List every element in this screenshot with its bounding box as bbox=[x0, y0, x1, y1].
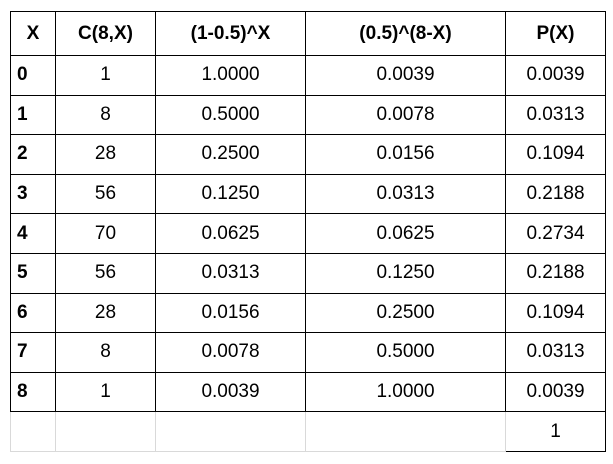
header-cell: C(8,X) bbox=[55, 11, 156, 56]
data-row: 2 28 0.2500 0.0156 0.1094 bbox=[10, 134, 606, 175]
cell: 70 bbox=[55, 213, 156, 254]
cell: 0.0313 bbox=[505, 94, 606, 136]
cell: 0.0625 bbox=[305, 213, 506, 254]
cell: 5 bbox=[10, 252, 56, 294]
total-cell: 1 bbox=[505, 411, 606, 453]
cell: 1 bbox=[10, 94, 56, 136]
cell: 1.0000 bbox=[305, 371, 506, 413]
cell: 1 bbox=[55, 371, 156, 413]
cell: 7 bbox=[10, 332, 56, 373]
cell: 0.0156 bbox=[155, 292, 306, 334]
empty-cell bbox=[305, 411, 506, 453]
cell: 56 bbox=[55, 252, 156, 294]
data-row: 7 8 0.0078 0.5000 0.0313 bbox=[10, 332, 606, 373]
data-row: 8 1 0.0039 1.0000 0.0039 bbox=[10, 371, 606, 413]
cell: 3 bbox=[10, 173, 56, 215]
cell: 1.0000 bbox=[155, 55, 306, 96]
cell: 0.2188 bbox=[505, 173, 606, 215]
data-row: 5 56 0.0313 0.1250 0.2188 bbox=[10, 252, 606, 294]
cell: 0.1250 bbox=[305, 252, 506, 294]
spreadsheet-table: X C(8,X) (1-0.5)^X (0.5)^(8-X) P(X) 0 1 1.0000 0… bbox=[10, 11, 606, 453]
cell: 0.1094 bbox=[505, 292, 606, 334]
cell: 28 bbox=[55, 134, 156, 175]
cell: 0 bbox=[10, 55, 56, 96]
cell: 0.0078 bbox=[155, 332, 306, 373]
total-row: 1 bbox=[10, 411, 606, 453]
cell: 0.0625 bbox=[155, 213, 306, 254]
cell: 0.0313 bbox=[155, 252, 306, 294]
cell: 2 bbox=[10, 134, 56, 175]
cell: 0.0039 bbox=[155, 371, 306, 413]
cell: 1 bbox=[55, 55, 156, 96]
cell: 8 bbox=[55, 94, 156, 136]
cell: 0.0313 bbox=[505, 332, 606, 373]
cell: 0.0078 bbox=[305, 94, 506, 136]
empty-cell bbox=[55, 411, 156, 453]
cell: 0.0313 bbox=[305, 173, 506, 215]
header-cell: X bbox=[10, 11, 56, 56]
cell: 8 bbox=[10, 371, 56, 413]
data-row: 3 56 0.1250 0.0313 0.2188 bbox=[10, 173, 606, 215]
cell: 0.5000 bbox=[155, 94, 306, 136]
cell: 6 bbox=[10, 292, 56, 334]
header-cell: P(X) bbox=[505, 11, 606, 56]
cell: 8 bbox=[55, 332, 156, 373]
cell: 0.1250 bbox=[155, 173, 306, 215]
cell: 0.2500 bbox=[155, 134, 306, 175]
cell: 0.0039 bbox=[505, 55, 606, 96]
cell: 0.0039 bbox=[505, 371, 606, 413]
cell: 56 bbox=[55, 173, 156, 215]
cell: 0.1094 bbox=[505, 134, 606, 175]
header-row: X C(8,X) (1-0.5)^X (0.5)^(8-X) P(X) bbox=[10, 11, 606, 56]
data-row: 4 70 0.0625 0.0625 0.2734 bbox=[10, 213, 606, 254]
cell: 0.0039 bbox=[305, 55, 506, 96]
cell: 4 bbox=[10, 213, 56, 254]
cell: 0.2188 bbox=[505, 252, 606, 294]
cell: 0.0156 bbox=[305, 134, 506, 175]
data-row: 1 8 0.5000 0.0078 0.0313 bbox=[10, 94, 606, 136]
empty-cell bbox=[155, 411, 306, 453]
cell: 28 bbox=[55, 292, 156, 334]
cell: 0.5000 bbox=[305, 332, 506, 373]
cell: 0.2734 bbox=[505, 213, 606, 254]
cell: 0.2500 bbox=[305, 292, 506, 334]
empty-cell bbox=[10, 411, 56, 453]
header-cell: (1-0.5)^X bbox=[155, 11, 306, 56]
data-row: 6 28 0.0156 0.2500 0.1094 bbox=[10, 292, 606, 334]
header-cell: (0.5)^(8-X) bbox=[305, 11, 506, 56]
data-row: 0 1 1.0000 0.0039 0.0039 bbox=[10, 55, 606, 96]
